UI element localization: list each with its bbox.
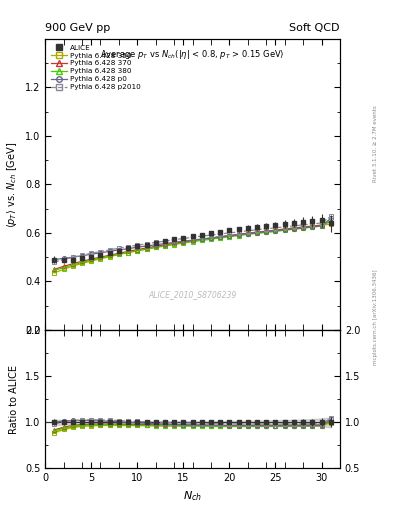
Text: Average $p_T$ vs $N_{ch}$(|$\eta$| < 0.8, $p_T$ > 0.15 GeV): Average $p_T$ vs $N_{ch}$(|$\eta$| < 0.8… [100,48,285,60]
Text: mcplots.cern.ch [arXiv:1306.3436]: mcplots.cern.ch [arXiv:1306.3436] [373,270,378,365]
Text: Rivet 3.1.10, ≥ 2.7M events: Rivet 3.1.10, ≥ 2.7M events [373,105,378,182]
Text: ALICE_2010_S8706239: ALICE_2010_S8706239 [149,290,237,300]
Legend: ALICE, Pythia 6.428 350, Pythia 6.428 370, Pythia 6.428 380, Pythia 6.428 p0, Py: ALICE, Pythia 6.428 350, Pythia 6.428 37… [49,42,143,92]
Text: 900 GeV pp: 900 GeV pp [45,23,110,33]
Y-axis label: $\langle p_T \rangle$ vs. $N_{ch}$ [GeV]: $\langle p_T \rangle$ vs. $N_{ch}$ [GeV] [6,141,19,227]
X-axis label: $N_{ch}$: $N_{ch}$ [183,489,202,503]
Y-axis label: Ratio to ALICE: Ratio to ALICE [9,365,19,434]
Text: Soft QCD: Soft QCD [290,23,340,33]
